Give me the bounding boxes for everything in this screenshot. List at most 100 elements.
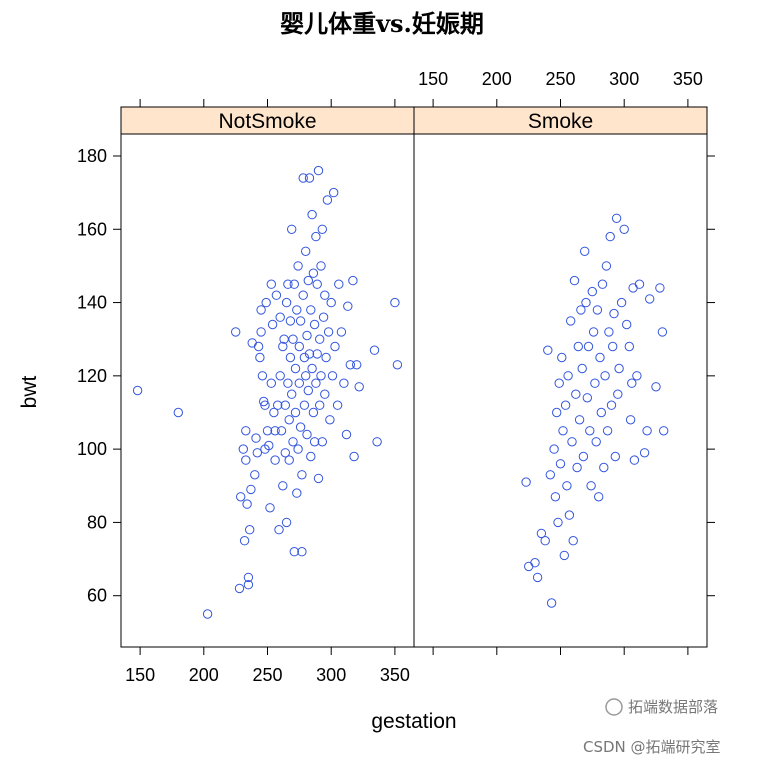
- data-point: [298, 173, 308, 183]
- x-tick-label: 150: [125, 665, 155, 685]
- data-point: [315, 400, 325, 410]
- data-point: [270, 426, 280, 436]
- data-point: [349, 451, 359, 462]
- data-point: [270, 455, 280, 465]
- data-point: [332, 400, 343, 410]
- data-point: [587, 286, 597, 297]
- data-point: [245, 525, 255, 535]
- data-point: [657, 327, 668, 337]
- data-point: [304, 349, 315, 359]
- data-point: [295, 316, 306, 326]
- data-point: [632, 371, 642, 381]
- data-point: [590, 378, 600, 388]
- data-point: [259, 396, 269, 407]
- data-point: [278, 481, 288, 491]
- panel-frame: [413, 133, 708, 648]
- y-tick-label: 100: [77, 439, 107, 459]
- data-point: [604, 327, 614, 337]
- data-point: [321, 352, 331, 363]
- strip-label: Smoke: [528, 110, 593, 133]
- x-tick-label: 350: [673, 69, 703, 89]
- data-point: [308, 407, 319, 418]
- data-point: [629, 455, 640, 465]
- data-point: [295, 422, 306, 432]
- data-point: [605, 231, 615, 242]
- data-point: [628, 283, 638, 293]
- data-point: [606, 400, 617, 410]
- data-point: [283, 279, 293, 289]
- data-point: [293, 261, 303, 271]
- data-point: [285, 352, 296, 363]
- data-point: [325, 415, 335, 425]
- data-point: [202, 609, 213, 619]
- data-point: [553, 517, 563, 528]
- data-point: [280, 448, 290, 458]
- data-point: [343, 301, 353, 311]
- data-point: [252, 448, 262, 458]
- data-point: [274, 525, 284, 535]
- data-point: [275, 371, 285, 381]
- data-point: [287, 224, 297, 235]
- data-point: [278, 341, 288, 352]
- data-point: [572, 462, 582, 473]
- data-point: [560, 400, 571, 410]
- data-point: [549, 444, 559, 454]
- data-point: [292, 488, 302, 498]
- data-point: [239, 536, 250, 546]
- data-point: [326, 297, 336, 308]
- strip-label: NotSmoke: [218, 110, 316, 133]
- data-point: [297, 547, 307, 557]
- data-point: [308, 268, 319, 278]
- data-point: [583, 341, 594, 352]
- data-point: [334, 279, 344, 289]
- data-point: [241, 455, 251, 465]
- data-point: [273, 400, 283, 410]
- x-tick-label: 250: [252, 665, 282, 685]
- data-point: [567, 437, 577, 447]
- data-point: [302, 330, 312, 341]
- data-point: [294, 378, 304, 388]
- data-point: [243, 572, 254, 583]
- data-point: [610, 451, 620, 462]
- chart-title: 婴儿体重vs.妊娠期: [280, 9, 484, 38]
- y-tick-label: 60: [87, 586, 107, 606]
- data-point: [586, 481, 596, 491]
- data-point: [530, 558, 540, 568]
- data-point: [243, 580, 254, 590]
- data-point: [271, 290, 282, 300]
- data-point: [613, 389, 623, 399]
- data-point: [288, 334, 298, 344]
- data-point: [323, 327, 334, 337]
- data-point: [231, 327, 241, 337]
- data-point: [276, 426, 287, 436]
- data-point: [616, 297, 627, 308]
- x-tick-label: 300: [609, 69, 639, 89]
- data-point: [281, 297, 292, 308]
- x-tick-label: 200: [189, 665, 219, 685]
- data-point: [540, 536, 550, 546]
- data-point: [592, 305, 603, 315]
- data-point: [352, 360, 362, 370]
- data-point: [372, 437, 382, 447]
- data-point: [284, 455, 294, 465]
- data-point: [390, 297, 400, 308]
- data-point: [594, 492, 604, 502]
- data-point: [600, 371, 610, 381]
- data-point: [651, 382, 661, 392]
- data-point: [557, 352, 567, 363]
- data-point: [642, 426, 652, 436]
- data-point: [266, 279, 276, 289]
- data-point: [312, 279, 322, 289]
- right-y-axis: [707, 155, 715, 597]
- data-point: [595, 352, 605, 363]
- data-point: [330, 341, 340, 352]
- data-point: [555, 459, 566, 469]
- data-point: [275, 312, 285, 322]
- data-point: [132, 385, 143, 396]
- data-point: [521, 477, 531, 487]
- data-point: [315, 334, 325, 344]
- data-point: [562, 481, 572, 491]
- data-point: [246, 484, 256, 495]
- data-point: [256, 305, 266, 315]
